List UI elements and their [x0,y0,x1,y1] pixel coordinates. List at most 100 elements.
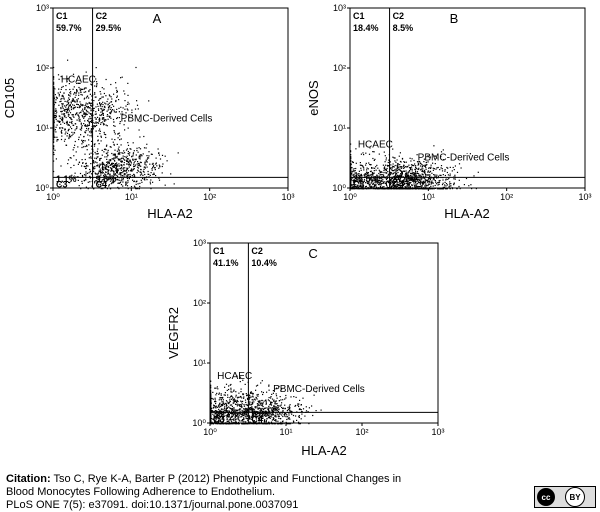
scatter-point [219,423,221,425]
scatter-point [93,100,95,102]
scatter-point [353,181,356,183]
scatter-point [273,423,275,425]
scatter-point [238,419,240,421]
scatter-point [80,91,82,93]
scatter-point [157,148,159,150]
scatter-point [444,174,446,177]
scatter-point [127,101,129,103]
scatter-point [129,161,131,163]
scatter-point [353,186,355,188]
scatter-point [120,169,122,171]
scatter-point [242,413,244,415]
scatter-point [71,122,73,125]
scatter-point [233,398,235,400]
scatter-point [94,172,96,174]
scatter-point [438,182,440,184]
scatter-point [244,383,246,385]
scatter-point [232,418,234,420]
scatter-point [99,163,101,165]
scatter-point [91,114,93,116]
scatter-point [64,110,66,112]
scatter-point [65,144,68,146]
scatter-point [106,114,109,116]
scatter-point [104,168,106,170]
scatter-point [416,183,419,185]
scatter-point [269,404,271,406]
scatter-point [286,414,288,416]
scatter-point [98,120,100,122]
scatter-point [277,423,279,425]
scatter-point [406,186,408,188]
scatter-point [87,103,89,105]
scatter-point [387,161,389,164]
scatter-point [64,115,66,117]
scatter-point [395,184,397,186]
scatter-point [83,123,85,125]
scatter-point [118,150,120,152]
scatter-point [261,405,263,407]
scatter-point [373,172,375,174]
scatter-point [66,132,69,134]
scatter-point [458,163,461,165]
scatter-point [278,400,280,402]
scatter-point [53,87,55,89]
scatter-point [90,128,92,130]
scatter-point [53,126,55,128]
scatter-point [213,416,215,418]
cc-by-license-badge: cc BY [534,486,596,508]
scatter-point [275,412,277,414]
scatter-point [445,188,447,190]
scatter-point [115,111,117,113]
scatter-point [97,140,99,142]
scatter-point [217,405,219,407]
scatter-point [70,93,72,95]
scatter-point [101,96,103,98]
scatter-point [126,175,128,177]
scatter-point [102,109,104,111]
scatter-point [351,167,353,169]
scatter-point [85,109,87,111]
x-tick-label: 10⁰ [203,427,217,437]
scatter-point [238,409,241,411]
scatter-point [102,121,104,123]
scatter-point [367,182,369,185]
scatter-point [123,90,125,92]
scatter-point [375,186,378,188]
scatter-point [147,170,149,173]
scatter-point [127,158,130,160]
scatter-point [61,127,63,129]
scatter-point [421,186,423,188]
scatter-point [128,164,130,166]
scatter-point [408,185,410,187]
scatter-point [117,186,119,188]
scatter-point [123,169,125,171]
scatter-point [76,127,78,129]
scatter-point [82,108,84,110]
scatter-point [75,92,77,94]
scatter-point [117,133,119,135]
scatter-point [105,182,107,184]
scatter-point [438,181,441,183]
scatter-point [229,400,231,403]
scatter-point [105,124,107,126]
scatter-point [353,183,355,185]
scatter-point [385,184,387,186]
scatter-point [115,165,117,167]
scatter-point [425,168,427,170]
scatter-point [151,168,153,170]
scatter-point [218,399,220,401]
scatter-point [120,174,122,176]
scatter-point [71,99,73,102]
scatter-point [84,145,86,148]
scatter-point [371,167,373,169]
scatter-point [129,159,131,161]
scatter-point [130,162,132,164]
scatter-point [260,382,262,384]
scatter-point [398,179,401,181]
scatter-point [260,409,262,411]
scatter-point [122,152,124,154]
scatter-point [211,397,213,400]
scatter-point [53,153,55,156]
scatter-point [446,188,448,190]
scatter-point [83,88,85,90]
